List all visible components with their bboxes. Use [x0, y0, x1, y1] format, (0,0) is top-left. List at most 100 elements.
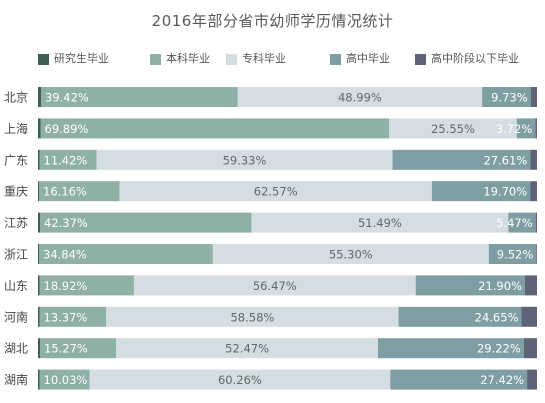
data-label: 34.84%: [43, 248, 87, 262]
bar-segment: [482, 87, 531, 107]
data-label: 13.37%: [44, 310, 88, 324]
data-label: 10.03%: [44, 373, 88, 387]
data-label: 27.42%: [480, 373, 524, 387]
data-label: 21.90%: [478, 279, 522, 293]
bar-segment: [39, 306, 107, 327]
bar-segment: [378, 338, 524, 359]
bar-segment: [38, 149, 40, 170]
legend-label: 高中阶段以下毕业: [431, 52, 519, 65]
bar-segment: [96, 149, 393, 170]
data-label: 3.72%: [496, 122, 533, 136]
bar-segment: [39, 181, 120, 202]
legend-label: 高中毕业: [346, 52, 390, 65]
category-label: 河南: [4, 309, 28, 324]
bar-segment: [38, 275, 40, 296]
bar-segment: [38, 338, 40, 359]
legend-label: 本科毕业: [166, 52, 210, 65]
bar-segment: [38, 244, 39, 264]
bar-segment: [521, 306, 537, 327]
category-label: 北京: [4, 91, 28, 105]
bar-segment: [530, 181, 537, 202]
legend-swatch: [415, 54, 426, 65]
data-label: 29.22%: [477, 342, 521, 356]
bar-segment: [39, 149, 97, 170]
chart-title: 2016年部分省市幼师学历情况统计: [151, 12, 394, 30]
data-label: 39.42%: [45, 91, 89, 105]
data-label: 42.37%: [44, 216, 88, 230]
legend-label: 研究生毕业: [54, 52, 109, 65]
bar-segment: [535, 212, 537, 233]
bar-segment: [251, 212, 509, 233]
bar-segment: [398, 306, 522, 327]
data-label: 25.55%: [431, 122, 475, 136]
bar-segment: [392, 149, 531, 170]
data-label: 62.57%: [254, 185, 298, 199]
data-label: 18.92%: [44, 279, 88, 293]
bar-segment: [527, 369, 537, 390]
bar-segment: [508, 212, 536, 233]
data-label: 55.30%: [329, 248, 373, 262]
category-label: 广东: [4, 153, 28, 167]
bar-segment: [523, 338, 537, 359]
bar-segment: [38, 118, 41, 139]
category-label: 重庆: [4, 185, 28, 199]
bar-segment: [530, 87, 537, 107]
bar-segment: [212, 244, 489, 264]
data-label: 9.73%: [491, 91, 528, 105]
legend-swatch: [150, 54, 161, 65]
bar-segment: [516, 118, 536, 139]
bar-segment: [38, 181, 39, 202]
data-label: 24.65%: [475, 310, 519, 324]
bar-segment: [524, 275, 537, 296]
data-label: 69.89%: [45, 122, 89, 136]
bar-segment: [89, 369, 391, 390]
data-label: 60.26%: [218, 373, 262, 387]
category-label: 江苏: [4, 216, 28, 230]
bar-segment: [40, 212, 252, 233]
data-label: 27.61%: [483, 153, 527, 167]
data-label: 11.42%: [44, 153, 88, 167]
data-label: 48.99%: [338, 91, 382, 105]
bar-segment: [536, 244, 537, 264]
data-label: 15.27%: [44, 342, 88, 356]
bar-segment: [237, 87, 483, 107]
legend-swatch: [226, 54, 237, 65]
bar-segment: [535, 118, 537, 139]
bar-segment: [530, 149, 537, 170]
bar-segment: [40, 338, 117, 359]
data-label: 56.47%: [253, 279, 297, 293]
bar-segment: [39, 369, 90, 390]
legend-swatch: [330, 54, 341, 65]
data-label: 9.52%: [497, 248, 534, 262]
bar-segment: [106, 306, 399, 327]
data-label: 59.33%: [223, 153, 267, 167]
bar-segment: [38, 87, 41, 107]
bar-segment: [38, 306, 40, 327]
legend-swatch: [38, 54, 49, 65]
bar-segment: [38, 212, 40, 233]
bar-segment: [119, 181, 432, 202]
data-label: 19.70%: [483, 185, 527, 199]
legend-label: 专科毕业: [242, 52, 286, 65]
category-label: 山东: [4, 279, 28, 293]
data-label: 52.47%: [225, 342, 269, 356]
category-label: 湖南: [4, 372, 28, 387]
bar-segment: [39, 275, 134, 296]
bar-segment: [38, 369, 40, 390]
data-label: 5.47%: [496, 216, 533, 230]
bar-segment: [116, 338, 379, 359]
category-label: 浙江: [4, 248, 28, 262]
category-label: 湖北: [4, 341, 28, 356]
category-label: 上海: [4, 121, 28, 136]
bar-segment: [389, 118, 517, 139]
bar-segment: [390, 369, 528, 390]
data-label: 51.49%: [358, 216, 402, 230]
bar-segment: [40, 118, 390, 139]
data-label: 16.16%: [43, 185, 87, 199]
bar-segment: [40, 87, 238, 107]
bar-segment: [39, 244, 213, 264]
data-label: 58.58%: [230, 310, 274, 324]
bar-segment: [488, 244, 537, 264]
bar-segment: [431, 181, 531, 202]
